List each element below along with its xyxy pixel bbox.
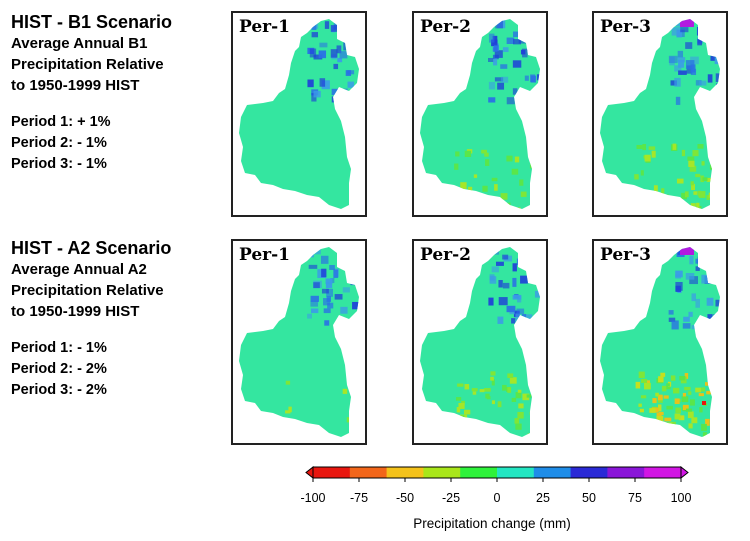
- period-2-change: Period 2: - 1%: [11, 135, 107, 151]
- panel-label: Per-3: [600, 245, 651, 265]
- period-list: Period 1: - 1% Period 2: - 2% Period 3: …: [11, 338, 226, 401]
- panel-label: Per-2: [420, 17, 471, 37]
- precip-map: [420, 247, 540, 437]
- legend-high-arrow: [680, 465, 689, 480]
- scenario-subtitle-line: to 1950-1999 HIST: [11, 303, 140, 320]
- basin-region: [420, 247, 540, 437]
- map-panel-b1-per2: Per-2: [412, 11, 548, 217]
- legend-color-segment: [607, 467, 645, 478]
- legend-color-segment: [460, 467, 498, 478]
- panel-label: Per-1: [239, 245, 290, 265]
- scenario-subtitle-line: Precipitation Relative: [11, 282, 164, 299]
- period-1-change: Period 1: - 1%: [11, 340, 107, 356]
- color-legend: -100 -75 -50 -25 0 25 50 75 100 Precipitation ch…: [300, 461, 693, 541]
- legend-low-arrow: [305, 465, 314, 480]
- scenario-subtitle-line: Precipitation Relative: [11, 56, 164, 73]
- period-list: Period 1: + 1% Period 2: - 1% Period 3: …: [11, 112, 226, 175]
- period-1-change: Period 1: + 1%: [11, 114, 111, 130]
- map-panel-a2-per3: Per-3: [592, 239, 728, 445]
- legend-color-segment: [533, 467, 572, 478]
- precip-map: [420, 19, 540, 209]
- legend-tick-label: 100: [670, 491, 692, 505]
- scenario-subtitle-line: Average Annual B1: [11, 35, 148, 52]
- precip-map: [239, 19, 359, 209]
- panel-label: Per-3: [600, 17, 651, 37]
- legend-color-segment: [386, 467, 424, 478]
- basin-region: [239, 19, 359, 209]
- period-3-change: Period 3: - 1%: [11, 156, 107, 172]
- period-3-change: Period 3: - 2%: [11, 382, 107, 398]
- map-panel-b1-per3: Per-3: [592, 11, 728, 217]
- legend-tick-label: 75: [628, 491, 642, 505]
- legend-color-segment: [349, 467, 388, 478]
- legend-colorbar: [305, 465, 689, 482]
- scenario-subtitle-line: Average Annual A2: [11, 261, 147, 278]
- scenario-title: HIST - A2 Scenario: [11, 238, 172, 258]
- legend-title: Precipitation change (mm): [413, 516, 571, 531]
- legend-tick-label: -75: [349, 491, 369, 505]
- scenario-title: HIST - B1 Scenario: [11, 12, 173, 32]
- basin-region: [239, 247, 359, 437]
- legend-tick-label: 50: [582, 491, 596, 505]
- map-panel-b1-per1: Per-1: [231, 11, 367, 217]
- map-panel-a2-per2: Per-2: [412, 239, 548, 445]
- legend-tick-label: 0: [493, 491, 501, 505]
- basin-region: [420, 19, 540, 209]
- legend-tick-label: -25: [441, 491, 461, 505]
- precip-map: [239, 247, 359, 437]
- legend-color-segment: [497, 467, 535, 478]
- panel-label: Per-2: [420, 245, 471, 265]
- scenario-a2-text: HIST - A2 Scenario Average Annual A2 Pre…: [11, 237, 226, 401]
- legend-color-segment: [644, 467, 682, 478]
- legend-color-segment: [423, 467, 461, 478]
- legend-color-segment: [570, 467, 608, 478]
- map-panel-a2-per1: Per-1: [231, 239, 367, 445]
- panel-label: Per-1: [239, 17, 290, 37]
- legend-tick-label: -50: [395, 491, 415, 505]
- scenario-b1-text: HIST - B1 Scenario Average Annual B1 Pre…: [11, 11, 226, 175]
- legend-color-segment: [313, 467, 351, 478]
- legend-tick-label: 25: [536, 491, 550, 505]
- legend-tick-label: -100: [300, 491, 326, 505]
- precip-map: [600, 19, 720, 209]
- period-2-change: Period 2: - 2%: [11, 361, 107, 377]
- precip-map: [600, 247, 720, 437]
- scenario-subtitle-line: to 1950-1999 HIST: [11, 77, 140, 94]
